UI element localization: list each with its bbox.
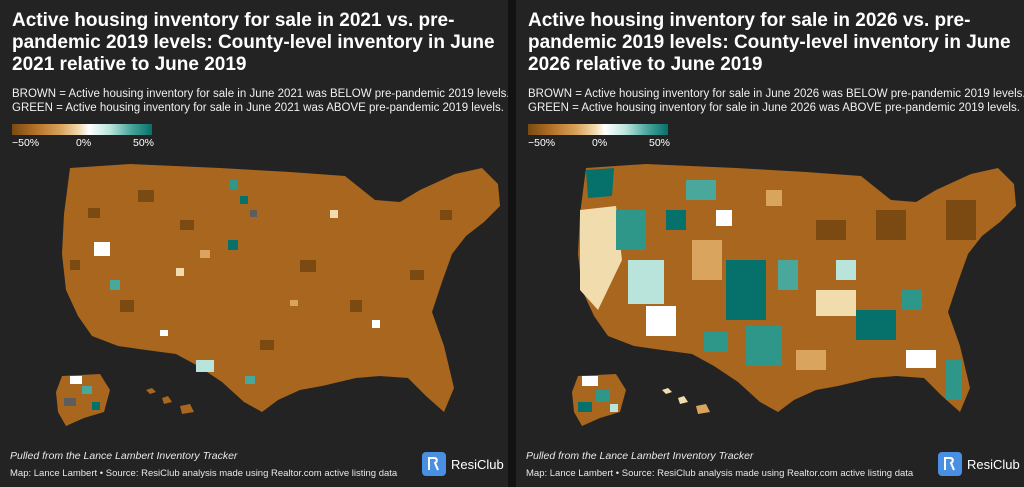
color-scale-bar xyxy=(528,124,668,135)
resiclub-logo-icon xyxy=(422,452,446,476)
source-note: Pulled from the Lance Lambert Inventory … xyxy=(526,450,754,462)
panel-2026: Active housing inventory for sale in 202… xyxy=(516,0,1024,487)
credit-line: Map: Lance Lambert • Source: ResiClub an… xyxy=(10,468,398,479)
brand: ResiClub xyxy=(938,452,1020,478)
map-title: Active housing inventory for sale in 202… xyxy=(528,10,1011,75)
hawaii-shape xyxy=(662,388,710,414)
scale-label-mid: 0% xyxy=(76,137,92,149)
scale-label-min: −50% xyxy=(528,137,556,149)
scale-label-max: 50% xyxy=(649,137,671,149)
legend-green-text: GREEN = Active housing inventory for sal… xyxy=(528,102,1020,114)
county-patches xyxy=(70,180,452,384)
alaska-shape xyxy=(56,374,110,426)
county-patches xyxy=(580,168,976,400)
brand: ResiClub xyxy=(422,452,504,478)
conus-shape xyxy=(62,164,500,412)
legend-brown-text: BROWN = Active housing inventory for sal… xyxy=(528,88,1024,100)
brand-name: ResiClub xyxy=(967,457,1020,472)
color-scale-bar xyxy=(12,124,152,135)
legend-green-text: GREEN = Active housing inventory for sal… xyxy=(12,102,504,114)
us-county-map xyxy=(572,164,1016,426)
alaska-shape xyxy=(572,374,626,426)
credit-line: Map: Lance Lambert • Source: ResiClub an… xyxy=(526,468,914,479)
resiclub-logo-icon xyxy=(938,452,962,476)
scale-label-max: 50% xyxy=(133,137,155,149)
scale-label-mid: 0% xyxy=(592,137,608,149)
us-county-map xyxy=(56,164,500,426)
legend-brown-text: BROWN = Active housing inventory for sal… xyxy=(12,88,508,100)
panel-2021: Active housing inventory for sale in 202… xyxy=(0,0,508,487)
brand-name: ResiClub xyxy=(451,457,504,472)
hawaii-shape xyxy=(146,388,194,414)
map-title: Active housing inventory for sale in 202… xyxy=(12,10,495,75)
source-note: Pulled from the Lance Lambert Inventory … xyxy=(10,450,238,462)
scale-label-min: −50% xyxy=(12,137,40,149)
